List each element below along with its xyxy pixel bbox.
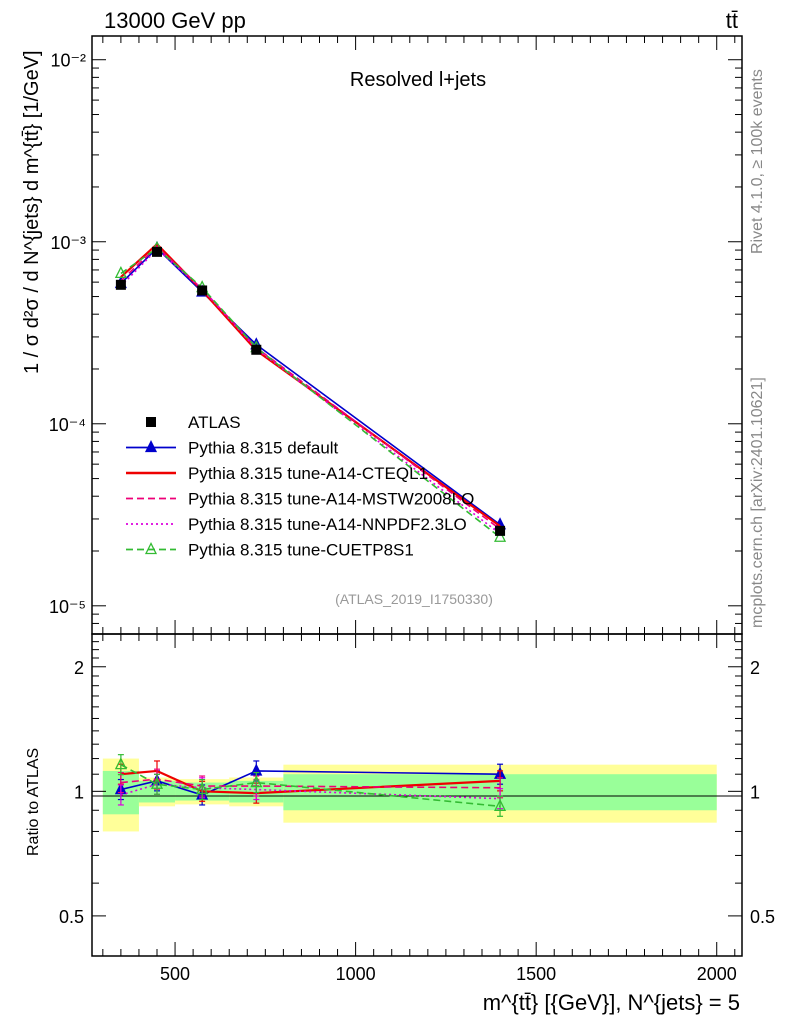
ratio-panel-series: [114, 754, 507, 817]
legend-label: ATLAS: [188, 413, 241, 432]
y-axis-ticks-main: 10⁻⁵ 10⁻⁴ 10⁻³ 10⁻²: [49, 51, 742, 635]
mcplots-label: mcplots.cern.ch [arXiv:2401.10621]: [749, 377, 766, 628]
analysis-tag: (ATLAS_2019_I1750330): [335, 591, 493, 607]
atlas-data-point: [152, 246, 162, 257]
atlas-data-point: [115, 279, 126, 290]
series-marker-main: [494, 529, 507, 542]
y-tick-label-ratio-left: 1: [74, 782, 84, 802]
legend-label: Pythia 8.315 tune-A14-MSTW2008LO: [188, 490, 474, 509]
plot-title: Resolved l+jets: [350, 69, 486, 91]
atlas-data-point: [251, 344, 262, 355]
y-axis-label-ratio: Ratio to ATLAS: [25, 748, 42, 856]
y-tick-label-ratio-right: 2: [750, 658, 760, 678]
legend-label: Pythia 8.315 tune-CUETP8S1: [188, 541, 414, 560]
series-marker-ratio: [114, 757, 127, 770]
x-axis-ticks: 500 1000 1500 2000: [102, 36, 737, 984]
legend: ATLAS Pythia 8.315 default Pythia 8.315 tu…: [126, 413, 474, 560]
y-tick-label-ratio-right: 0.5: [750, 907, 775, 927]
y-tick-label-ratio-right: 1: [750, 782, 760, 802]
rivet-label: Rivet 4.1.0, ≥ 100k events: [749, 69, 766, 254]
series-marker-ratio: [494, 798, 507, 811]
series-marker-ratio: [196, 782, 209, 795]
y-tick-label-ratio-left: 0.5: [59, 907, 84, 927]
y-tick-label-main: 10⁻⁴: [49, 415, 86, 435]
legend-marker: [144, 542, 158, 555]
series-line-ratio: [120, 763, 501, 808]
x-tick-label: 1500: [516, 964, 556, 984]
y-tick-label-main: 10⁻²: [50, 51, 86, 71]
series-line-main: [120, 247, 501, 526]
y-tick-label-main: 10⁻³: [50, 233, 86, 253]
series-line-main: [120, 245, 501, 530]
y-axis-label-main: 1 / σ d²σ / d N^{jets} d m^{tt̄} [1/GeV]: [21, 50, 43, 374]
x-tick-label: 500: [160, 964, 190, 984]
x-tick-label: 1000: [336, 964, 376, 984]
atlas-data-point: [495, 525, 506, 536]
process-label: tt̄: [726, 8, 738, 33]
x-axis-label: m^{tt̄} [{GeV}], N^{jets} = 5: [483, 990, 740, 1015]
y-tick-label-main: 10⁻⁵: [49, 597, 86, 617]
x-tick-label: 2000: [697, 964, 737, 984]
series-line-ratio: [120, 783, 501, 800]
ratio-panel-frame: [91, 633, 743, 957]
y-axis-ticks-ratio: 0.5 0.5 1 1 2 2: [59, 633, 775, 957]
series-marker-main: [114, 265, 127, 279]
legend-marker: [144, 440, 158, 453]
legend-marker: [146, 417, 156, 427]
atlas-data-points: [115, 246, 506, 536]
legend-label: Pythia 8.315 default: [188, 439, 339, 458]
series-marker-ratio: [150, 776, 164, 789]
atlas-data-point: [197, 285, 208, 296]
legend-label: Pythia 8.315 tune-A14-CTEQL1: [188, 464, 428, 483]
y-tick-label-ratio-left: 2: [74, 658, 84, 678]
collision-label: 13000 GeV pp: [104, 8, 246, 33]
series-marker-ratio: [250, 775, 263, 788]
legend-label: Pythia 8.315 tune-A14-NNPDF2.3LO: [188, 515, 467, 534]
